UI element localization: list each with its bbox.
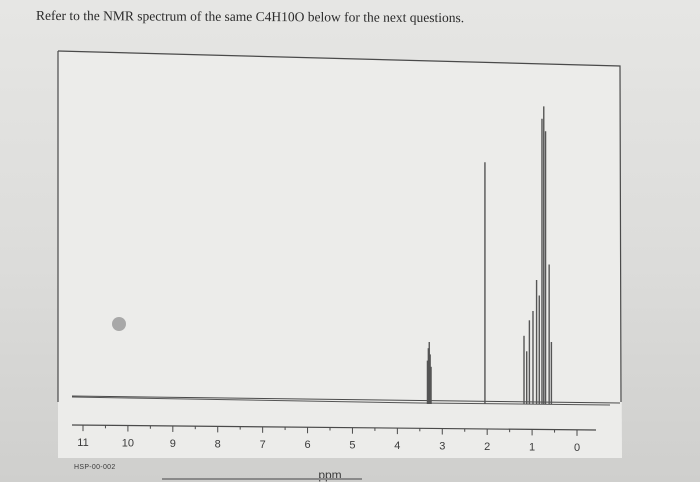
x-tick-label: 3	[439, 441, 445, 453]
x-tick-label: 2	[484, 441, 490, 453]
footer-rule	[162, 478, 362, 480]
peak-group	[426, 106, 553, 404]
x-tick-label: 6	[304, 439, 310, 451]
x-tick-label: 9	[170, 438, 176, 450]
x-tick-label: 11	[77, 437, 88, 449]
plot-frame-bottom	[71, 395, 621, 404]
x-axis	[71, 395, 621, 436]
marker-dot	[112, 317, 126, 331]
x-tick-label: 10	[122, 438, 134, 450]
x-tick-label: 7	[260, 439, 266, 451]
paper-sheet	[58, 51, 622, 458]
baseline-trace	[71, 396, 611, 406]
x-tick-label: 1	[529, 441, 535, 453]
x-axis-line	[71, 424, 597, 431]
plot-frame	[57, 50, 622, 403]
figure-code: HSP-00-002	[74, 464, 116, 471]
x-tick-labels: 11 10 9 8 7 6 5 4 3 2 1 0	[77, 437, 580, 454]
x-tick-label: 5	[349, 440, 355, 452]
x-tick-label: 8	[215, 438, 221, 450]
x-tick-label: 4	[394, 440, 400, 452]
x-tick-label: 0	[574, 442, 580, 454]
